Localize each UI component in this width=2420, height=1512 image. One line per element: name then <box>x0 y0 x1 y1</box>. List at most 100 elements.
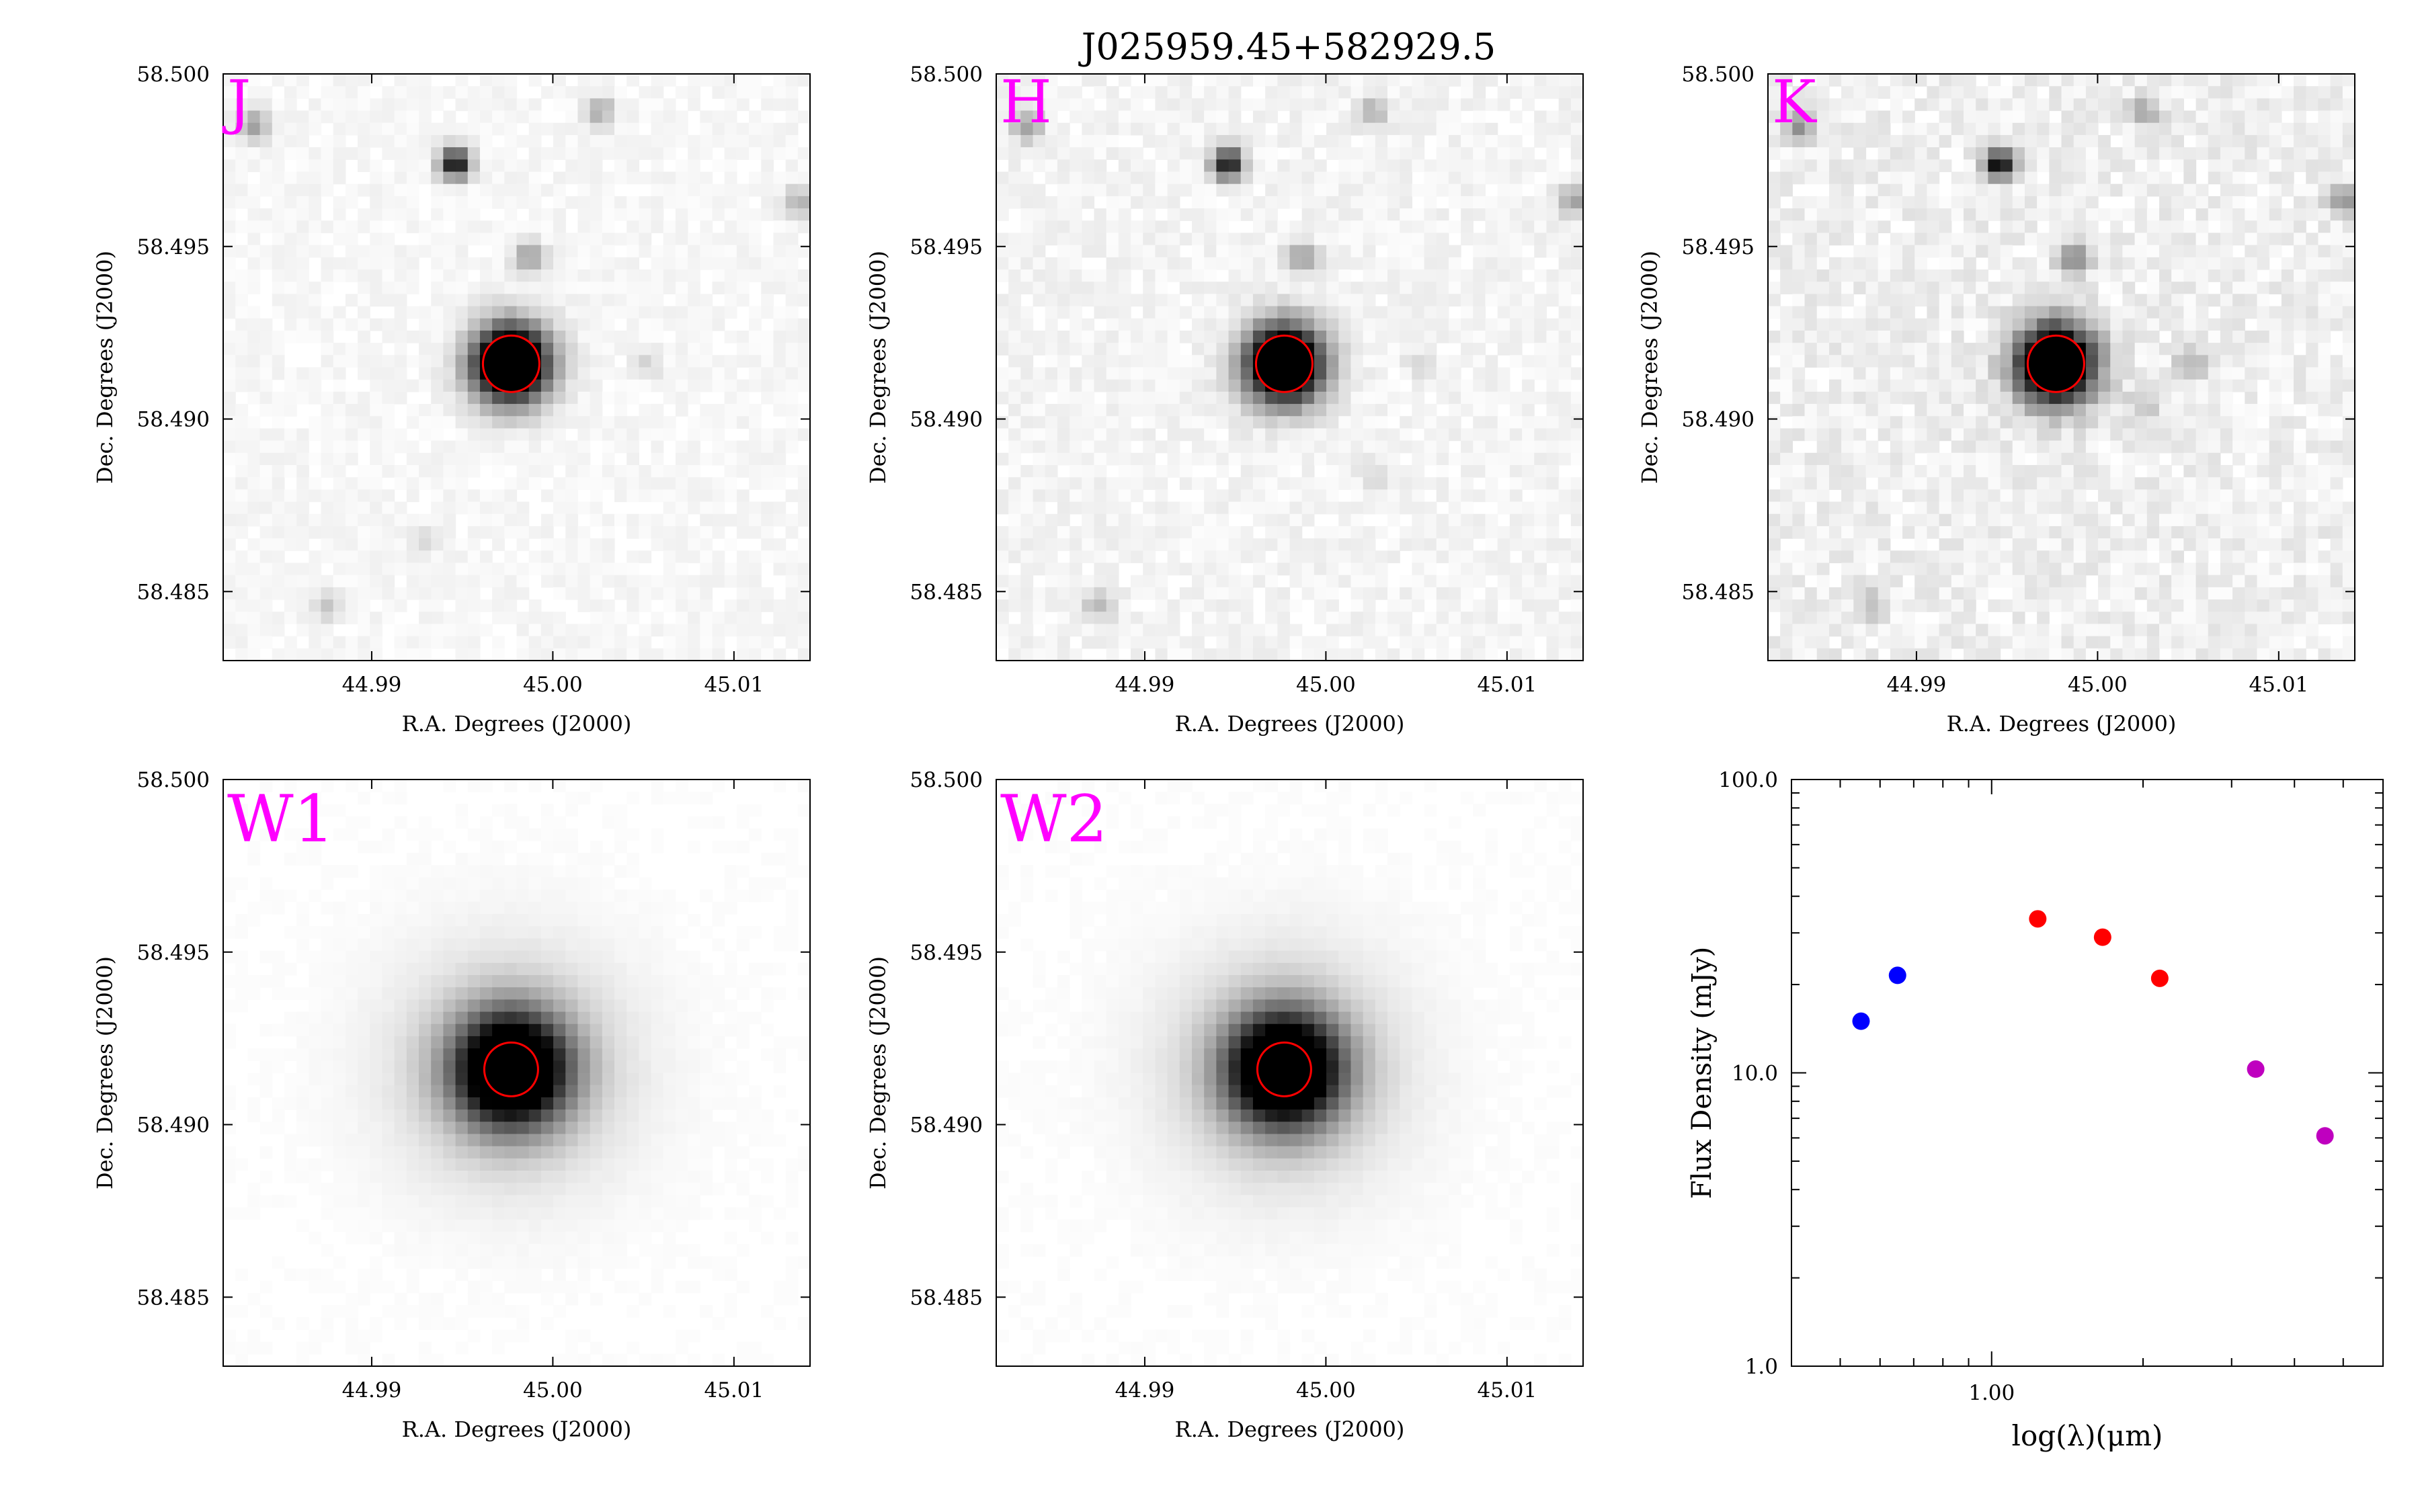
image-pixel <box>1412 110 1425 124</box>
image-pixel <box>272 147 285 160</box>
image-pixel <box>1878 355 1891 368</box>
image-pixel <box>296 465 309 478</box>
image-pixel <box>2012 294 2025 307</box>
image-pixel <box>1265 624 1278 637</box>
image-pixel <box>724 379 737 392</box>
image-pixel <box>1204 171 1217 185</box>
image-pixel <box>761 196 774 209</box>
image-pixel <box>1768 220 1781 234</box>
image-pixel <box>797 147 810 160</box>
image-pixel <box>663 306 676 319</box>
image-pixel <box>1853 110 1867 124</box>
image-pixel <box>358 86 370 99</box>
image-pixel <box>1314 355 1327 368</box>
image-pixel <box>259 465 273 478</box>
image-pixel <box>1448 575 1461 588</box>
image-pixel <box>1192 367 1205 380</box>
image-pixel <box>1436 306 1449 319</box>
image-pixel <box>321 171 334 185</box>
image-pixel <box>1326 171 1339 185</box>
image-pixel <box>1094 269 1107 282</box>
image-pixel <box>455 294 469 307</box>
image-pixel <box>1780 587 1793 600</box>
image-pixel <box>1865 330 1879 343</box>
image-pixel <box>431 208 444 221</box>
image-pixel <box>284 220 297 234</box>
image-pixel <box>1082 587 1095 600</box>
image-pixel <box>443 110 456 124</box>
image-pixel <box>1890 245 1903 258</box>
image-pixel <box>1277 134 1291 148</box>
image-pixel <box>1094 513 1107 527</box>
image-pixel <box>492 147 505 160</box>
image-pixel <box>504 74 518 87</box>
image-pixel <box>467 134 481 148</box>
image-pixel <box>1143 171 1156 185</box>
image-pixel <box>1338 74 1352 87</box>
image-pixel <box>1964 122 1976 136</box>
image-pixel <box>1192 404 1205 417</box>
panel-frame <box>996 73 1584 661</box>
image-pixel <box>1008 330 1021 343</box>
image-pixel <box>761 208 774 221</box>
image-pixel <box>1167 318 1180 331</box>
image-pixel <box>2012 428 2025 442</box>
image-pixel <box>259 440 273 454</box>
image-pixel <box>1033 465 1046 478</box>
image-pixel <box>627 526 639 539</box>
image-pixel <box>382 183 395 197</box>
image-pixel <box>1828 477 1842 490</box>
image-pixel <box>443 452 456 466</box>
image-pixel <box>333 648 346 661</box>
image-pixel <box>1326 550 1339 564</box>
image-pixel <box>712 269 725 282</box>
image-pixel <box>455 233 469 246</box>
image-pixel <box>627 318 639 331</box>
image-pixel <box>1301 550 1315 564</box>
image-pixel <box>1976 587 1988 600</box>
image-pixel <box>492 428 505 442</box>
image-pixel <box>259 367 273 380</box>
image-pixel <box>1534 208 1547 221</box>
image-pixel <box>333 636 346 649</box>
image-pixel <box>1902 183 1915 197</box>
image-pixel <box>431 562 444 576</box>
image-pixel <box>565 86 579 99</box>
image-pixel <box>370 318 383 331</box>
image-pixel <box>1497 428 1510 442</box>
image-pixel <box>443 306 456 319</box>
image-pixel <box>1792 391 1806 405</box>
image-pixel <box>1780 624 1793 637</box>
image-pixel <box>1008 147 1021 160</box>
image-pixel <box>1988 452 2001 466</box>
image-pixel <box>1326 404 1339 417</box>
image-pixel <box>675 587 688 600</box>
image-pixel <box>406 452 419 466</box>
image-pixel <box>1461 183 1474 197</box>
image-pixel <box>1070 452 1082 466</box>
image-pixel <box>394 245 407 258</box>
image-pixel <box>1033 74 1046 87</box>
image-pixel <box>1914 147 1928 160</box>
image-pixel <box>1082 367 1095 380</box>
image-pixel <box>1179 599 1193 612</box>
image-pixel <box>406 416 419 429</box>
image-pixel <box>553 330 566 343</box>
image-pixel <box>443 513 456 527</box>
image-pixel <box>1780 159 1793 173</box>
image-pixel <box>272 550 285 564</box>
image-pixel <box>724 416 737 429</box>
image-pixel <box>504 477 518 490</box>
figure-title: J025959.45+582929.5 <box>1078 26 1496 68</box>
image-pixel <box>1033 428 1046 442</box>
image-pixel <box>1167 330 1180 343</box>
image-pixel <box>785 196 799 209</box>
image-pixel <box>1890 391 1903 405</box>
image-pixel <box>1240 208 1254 221</box>
image-pixel <box>1792 513 1806 527</box>
image-pixel <box>296 147 309 160</box>
image-pixel <box>516 587 530 600</box>
image-pixel <box>761 86 774 99</box>
image-pixel <box>394 636 407 649</box>
image-pixel <box>1485 612 1498 625</box>
